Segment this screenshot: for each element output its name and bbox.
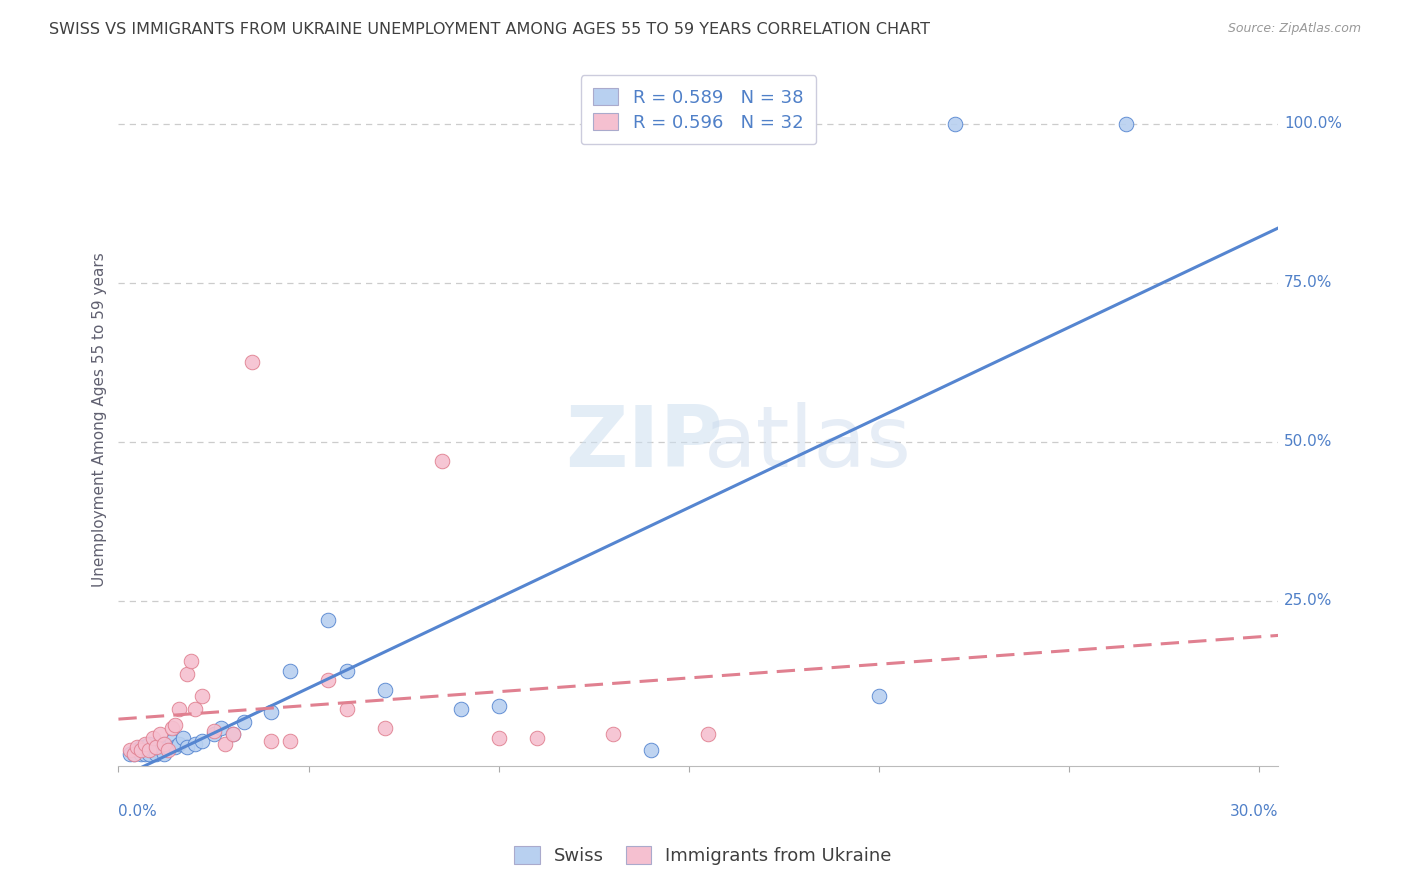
Point xyxy=(240,355,263,369)
Point xyxy=(232,714,254,729)
Point xyxy=(176,740,198,755)
Point xyxy=(696,727,718,741)
Text: 100.0%: 100.0% xyxy=(1284,116,1343,131)
Point xyxy=(149,727,172,741)
Point xyxy=(191,690,214,704)
Point xyxy=(374,721,396,735)
Text: SWISS VS IMMIGRANTS FROM UKRAINE UNEMPLOYMENT AMONG AGES 55 TO 59 YEARS CORRELAT: SWISS VS IMMIGRANTS FROM UKRAINE UNEMPLO… xyxy=(49,22,931,37)
Point xyxy=(127,743,149,757)
Point xyxy=(202,724,225,739)
Point xyxy=(259,705,281,719)
Point xyxy=(129,747,152,761)
Point xyxy=(374,682,396,697)
Point xyxy=(202,727,225,741)
Point xyxy=(129,743,152,757)
Point xyxy=(488,698,510,713)
Point xyxy=(191,733,214,747)
Point xyxy=(134,747,156,761)
Text: ZIP: ZIP xyxy=(565,402,723,485)
Point xyxy=(122,747,145,761)
Point xyxy=(526,731,548,745)
Legend: R = 0.589   N = 38, R = 0.596   N = 32: R = 0.589 N = 38, R = 0.596 N = 32 xyxy=(581,75,817,145)
Point xyxy=(943,117,966,131)
Point xyxy=(1115,117,1137,131)
Point xyxy=(221,727,243,741)
Point xyxy=(160,721,183,735)
Point xyxy=(430,454,453,468)
Point xyxy=(153,737,176,751)
Point xyxy=(488,731,510,745)
Point xyxy=(156,743,179,757)
Point xyxy=(209,721,232,735)
Text: 75.0%: 75.0% xyxy=(1284,276,1333,291)
Point xyxy=(149,740,172,755)
Point xyxy=(165,718,187,732)
Point xyxy=(127,740,149,755)
Point xyxy=(145,740,167,755)
Point xyxy=(176,667,198,681)
Point xyxy=(122,747,145,761)
Point xyxy=(221,727,243,741)
Point xyxy=(180,654,202,668)
Point xyxy=(134,737,156,751)
Point xyxy=(183,702,205,716)
Point xyxy=(138,743,160,757)
Point xyxy=(336,664,359,678)
Point xyxy=(172,731,194,745)
Point xyxy=(118,747,141,761)
Point xyxy=(134,740,156,755)
Point xyxy=(160,733,183,747)
Point xyxy=(153,747,176,761)
Point xyxy=(145,747,167,761)
Text: 25.0%: 25.0% xyxy=(1284,593,1333,608)
Point xyxy=(118,743,141,757)
Point xyxy=(138,737,160,751)
Text: atlas: atlas xyxy=(704,402,912,485)
Point xyxy=(145,740,167,755)
Text: Source: ZipAtlas.com: Source: ZipAtlas.com xyxy=(1227,22,1361,36)
Y-axis label: Unemployment Among Ages 55 to 59 years: Unemployment Among Ages 55 to 59 years xyxy=(93,252,107,587)
Text: 30.0%: 30.0% xyxy=(1230,805,1278,820)
Point xyxy=(165,740,187,755)
Point xyxy=(602,727,624,741)
Point xyxy=(169,702,191,716)
Point xyxy=(214,737,236,751)
Point xyxy=(138,747,160,761)
Point xyxy=(316,673,339,688)
Legend: Swiss, Immigrants from Ukraine: Swiss, Immigrants from Ukraine xyxy=(508,839,898,872)
Text: 50.0%: 50.0% xyxy=(1284,434,1333,450)
Point xyxy=(156,740,179,755)
Point xyxy=(278,664,301,678)
Point xyxy=(640,743,662,757)
Point xyxy=(316,613,339,627)
Point xyxy=(336,702,359,716)
Point xyxy=(142,743,165,757)
Point xyxy=(169,737,191,751)
Point xyxy=(278,733,301,747)
Point xyxy=(450,702,472,716)
Point xyxy=(868,690,890,704)
Text: 0.0%: 0.0% xyxy=(118,805,157,820)
Point xyxy=(183,737,205,751)
Point xyxy=(153,737,176,751)
Point xyxy=(142,731,165,745)
Point xyxy=(259,733,281,747)
Point xyxy=(129,740,152,755)
